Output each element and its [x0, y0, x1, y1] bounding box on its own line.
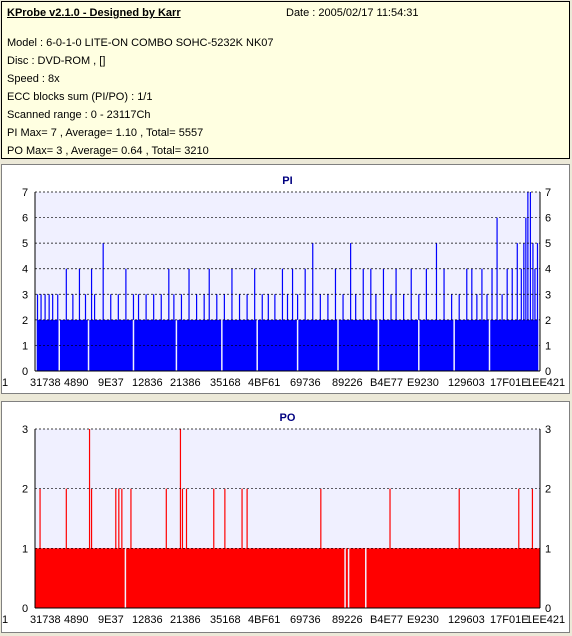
info-disc: Disc : DVD-ROM , []	[7, 55, 106, 67]
po-chart: PO 0 0 1 1 2 2 3 3 1 31738 4890 9E37 12836 21386 35168 4…	[2, 412, 565, 626]
x-tick-label: 31738	[30, 614, 61, 626]
info-model: Model : 6-0-1-0 LITE-ON COMBO SOHC-5232K…	[7, 37, 274, 49]
y-tick-label-right: 3	[545, 289, 551, 301]
x-tick-label: 1	[2, 614, 8, 626]
x-tick-label: 17F01E	[490, 377, 529, 389]
y-tick-label-right: 0	[545, 603, 551, 615]
info-pi-stats: PI Max= 7 , Average= 1.10 , Total= 5557	[7, 127, 204, 139]
scan-date: Date : 2005/02/17 11:54:31	[286, 7, 419, 19]
y-tick-label-left: 5	[22, 238, 28, 250]
y-tick-label-right: 7	[545, 187, 551, 199]
info-po-stats: PO Max= 3 , Average= 0.64 , Total= 3210	[7, 145, 209, 157]
x-tick-label: 4890	[64, 377, 88, 389]
x-tick-label: 9E37	[98, 377, 124, 389]
x-tick-label: 69736	[290, 614, 321, 626]
x-tick-label: 9E37	[98, 614, 124, 626]
y-tick-label-right: 4	[545, 264, 551, 276]
y-tick-label-left: 3	[22, 289, 28, 301]
x-tick-label: 129603	[448, 614, 485, 626]
y-tick-label-right: 2	[545, 315, 551, 327]
x-tick-label: 1	[2, 377, 8, 389]
baseline-fill	[35, 548, 540, 608]
y-tick-label-left: 4	[22, 264, 28, 276]
x-tick-label: 21386	[170, 614, 201, 626]
y-tick-label-right: 0	[545, 366, 551, 378]
info-range: Scanned range : 0 - 23117Ch	[7, 109, 151, 121]
x-tick-label: 4BF61	[248, 377, 280, 389]
info-ecc: ECC blocks sum (PI/PO) : 1/1	[7, 91, 153, 103]
y-tick-label-left: 2	[22, 484, 28, 496]
x-tick-label: 89226	[332, 377, 363, 389]
x-tick-label: B4E77	[370, 377, 403, 389]
x-tick-label: 12836	[132, 377, 163, 389]
y-tick-label-right: 5	[545, 238, 551, 250]
y-tick-label-left: 6	[22, 213, 28, 225]
x-tick-label: 69736	[290, 377, 321, 389]
y-tick-label-left: 0	[22, 603, 28, 615]
po-chart-panel: PO 0 0 1 1 2 2 3 3 1 31738 4890 9E37 12836 21386 35168 4…	[1, 401, 570, 633]
pi-chart-panel: PI 0 0 1 1 2 2 3 3 4 4 5 5 6 6 7 7 1 31738 4890 9E37 12836 213…	[1, 164, 570, 394]
x-tick-label: 1EE421	[526, 377, 565, 389]
x-tick-label: 4890	[64, 614, 88, 626]
x-tick-label: 17F01E	[490, 614, 529, 626]
y-tick-label-left: 1	[22, 543, 28, 555]
y-tick-label-left: 0	[22, 366, 28, 378]
x-tick-label: 129603	[448, 377, 485, 389]
app-title: KProbe v2.1.0 - Designed by Karr	[7, 7, 181, 19]
x-tick-label: 35168	[210, 614, 241, 626]
y-tick-label-left: 2	[22, 315, 28, 327]
x-tick-label: 89226	[332, 614, 363, 626]
y-tick-label-right: 6	[545, 213, 551, 225]
y-tick-label-right: 1	[545, 543, 551, 555]
y-tick-label-left: 3	[22, 424, 28, 436]
x-tick-label: B4E77	[370, 614, 403, 626]
y-tick-label-right: 3	[545, 424, 551, 436]
pi-chart: PI 0 0 1 1 2 2 3 3 4 4 5 5 6 6 7 7 1 31738 4890 9E37 12836 213…	[2, 175, 565, 389]
x-tick-label: 1EE421	[526, 614, 565, 626]
x-tick-label: E9230	[407, 377, 439, 389]
disc-info-panel: KProbe v2.1.0 - Designed by Karr Date : …	[1, 1, 570, 159]
x-tick-label: 12836	[132, 614, 163, 626]
chart-title: PI	[282, 175, 292, 187]
chart-title: PO	[280, 412, 296, 424]
x-tick-label: E9230	[407, 614, 439, 626]
x-tick-label: 21386	[170, 377, 201, 389]
y-tick-label-right: 2	[545, 484, 551, 496]
info-speed: Speed : 8x	[7, 73, 60, 85]
y-tick-label-left: 7	[22, 187, 28, 199]
y-tick-label-left: 1	[22, 340, 28, 352]
x-tick-label: 35168	[210, 377, 241, 389]
y-tick-label-right: 1	[545, 340, 551, 352]
x-tick-label: 4BF61	[248, 614, 280, 626]
x-tick-label: 31738	[30, 377, 61, 389]
